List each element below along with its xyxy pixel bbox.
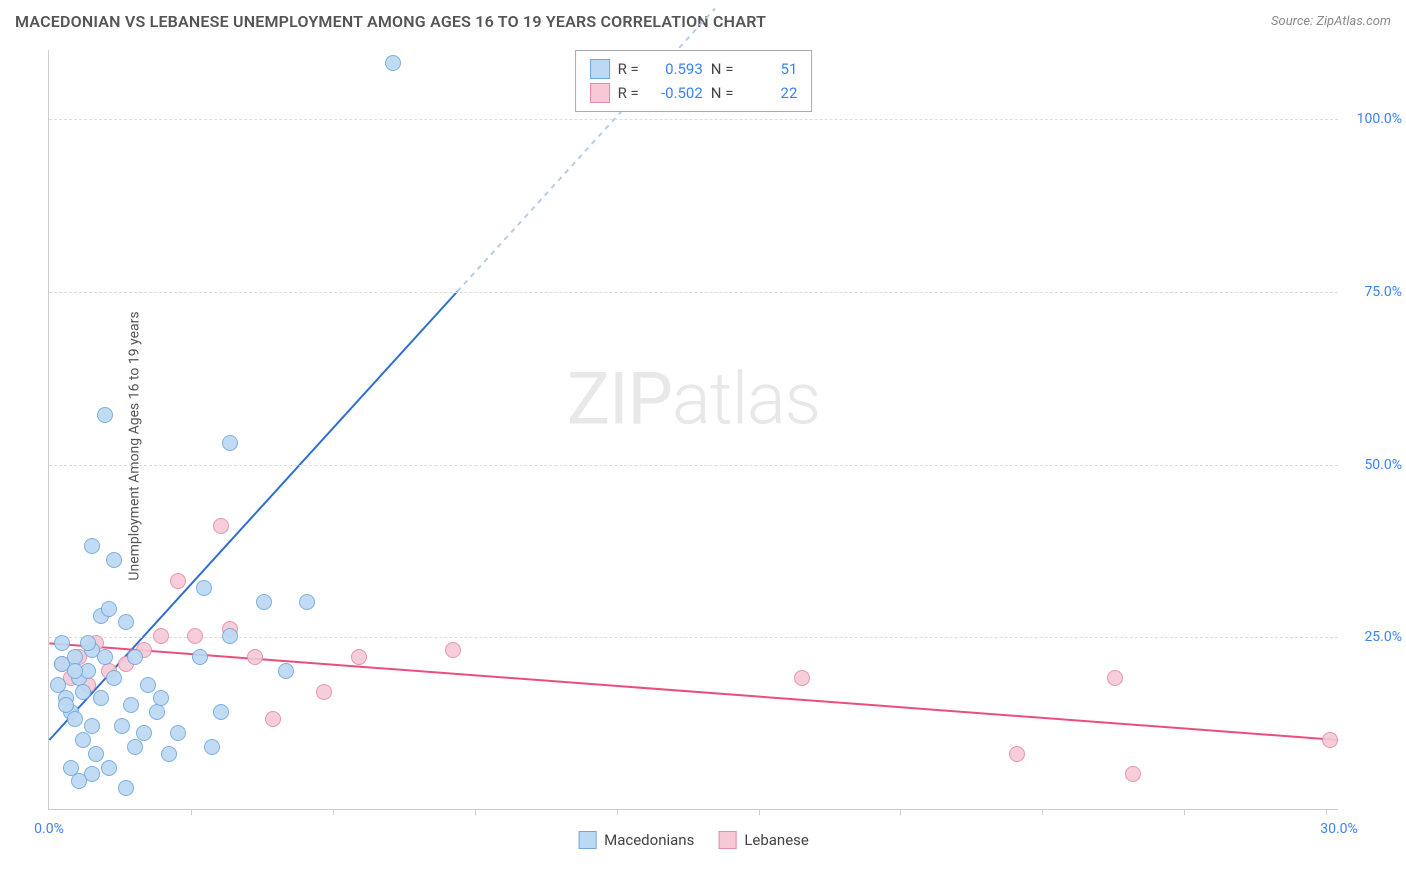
n-value-lebanese: 22 [741, 84, 797, 102]
macedonians-point [101, 601, 117, 617]
y-tick-label: 50.0% [1364, 457, 1402, 473]
stats-box: R = 0.593 N = 51 R = -0.502 N = 22 [575, 50, 813, 112]
x-tick [191, 809, 192, 815]
macedonians-point [127, 649, 143, 665]
macedonians-point [385, 55, 401, 71]
macedonians-point [118, 780, 134, 796]
macedonians-point [88, 746, 104, 762]
gridline [49, 637, 1338, 638]
x-tick [1184, 809, 1185, 815]
gridline [49, 292, 1338, 293]
macedonians-point [93, 690, 109, 706]
lebanese-point [1107, 670, 1123, 686]
x-max-label: 30.0% [1320, 821, 1358, 837]
y-tick-label: 100.0% [1357, 111, 1402, 127]
macedonians-point [84, 538, 100, 554]
lebanese-point [187, 628, 203, 644]
lebanese-point [1125, 766, 1141, 782]
swatch-lebanese-icon [590, 83, 610, 103]
lebanese-point [265, 711, 281, 727]
macedonians-point [140, 677, 156, 693]
macedonians-point [299, 594, 315, 610]
r-label: R = [618, 84, 639, 102]
macedonians-point [153, 690, 169, 706]
lebanese-point [316, 684, 332, 700]
x-tick [1042, 809, 1043, 815]
lebanese-point [247, 649, 263, 665]
lebanese-point [1322, 732, 1338, 748]
chart-source: Source: ZipAtlas.com [1271, 14, 1391, 29]
legend-swatch-macedonians-icon [578, 831, 596, 849]
legend-item-macedonians: Macedonians [578, 831, 694, 849]
plot-area: ZIPatlas R = 0.593 N = 51 R = -0.502 N =… [48, 50, 1338, 810]
macedonians-point [204, 739, 220, 755]
macedonians-point [54, 635, 70, 651]
x-tick [617, 809, 618, 815]
lebanese-point [170, 573, 186, 589]
macedonians-point [123, 697, 139, 713]
legend: Macedonians Lebanese [578, 831, 809, 849]
legend-item-lebanese: Lebanese [718, 831, 809, 849]
legend-label-lebanese: Lebanese [744, 831, 809, 849]
swatch-macedonians-icon [590, 59, 610, 79]
macedonians-point [114, 718, 130, 734]
r-value-lebanese: -0.502 [647, 84, 703, 102]
macedonians-point [67, 663, 83, 679]
r-label: R = [618, 60, 639, 78]
x-min-label: 0.0% [34, 821, 64, 837]
r-value-macedonians: 0.593 [647, 60, 703, 78]
x-tick [900, 809, 901, 815]
macedonians-point [161, 746, 177, 762]
macedonians-point [71, 773, 87, 789]
lebanese-point [351, 649, 367, 665]
y-tick-label: 75.0% [1364, 284, 1402, 300]
macedonians-point [106, 670, 122, 686]
x-tick [759, 809, 760, 815]
macedonians-point [80, 635, 96, 651]
gridline [49, 465, 1338, 466]
lebanese-point [213, 518, 229, 534]
macedonians-point [75, 684, 91, 700]
macedonians-point [97, 407, 113, 423]
macedonians-point [127, 739, 143, 755]
chart-header: MACEDONIAN VS LEBANESE UNEMPLOYMENT AMON… [15, 12, 1391, 31]
macedonians-point [106, 552, 122, 568]
macedonians-point [222, 435, 238, 451]
legend-swatch-lebanese-icon [718, 831, 736, 849]
macedonians-point [196, 580, 212, 596]
x-tick [475, 809, 476, 815]
x-tick [1326, 809, 1327, 815]
n-label: N = [711, 84, 734, 102]
lebanese-point [153, 628, 169, 644]
macedonians-point [136, 725, 152, 741]
macedonians-point [278, 663, 294, 679]
gridline [49, 119, 1338, 120]
macedonians-point [101, 760, 117, 776]
stats-row-macedonians: R = 0.593 N = 51 [590, 57, 798, 81]
macedonians-point [97, 649, 113, 665]
legend-label-macedonians: Macedonians [604, 831, 694, 849]
lebanese-point [794, 670, 810, 686]
macedonians-point [118, 614, 134, 630]
macedonians-point [149, 704, 165, 720]
macedonians-point [67, 711, 83, 727]
trend-lines [49, 50, 1338, 809]
macedonians-point [75, 732, 91, 748]
macedonians-point [170, 725, 186, 741]
macedonians-point [213, 704, 229, 720]
stats-row-lebanese: R = -0.502 N = 22 [590, 81, 798, 105]
x-tick [333, 809, 334, 815]
y-tick-label: 25.0% [1364, 629, 1402, 645]
n-label: N = [711, 60, 734, 78]
macedonians-point [192, 649, 208, 665]
lebanese-point [1009, 746, 1025, 762]
n-value-macedonians: 51 [741, 60, 797, 78]
macedonians-point [256, 594, 272, 610]
macedonians-point [222, 628, 238, 644]
chart-title: MACEDONIAN VS LEBANESE UNEMPLOYMENT AMON… [15, 12, 766, 31]
lebanese-point [445, 642, 461, 658]
